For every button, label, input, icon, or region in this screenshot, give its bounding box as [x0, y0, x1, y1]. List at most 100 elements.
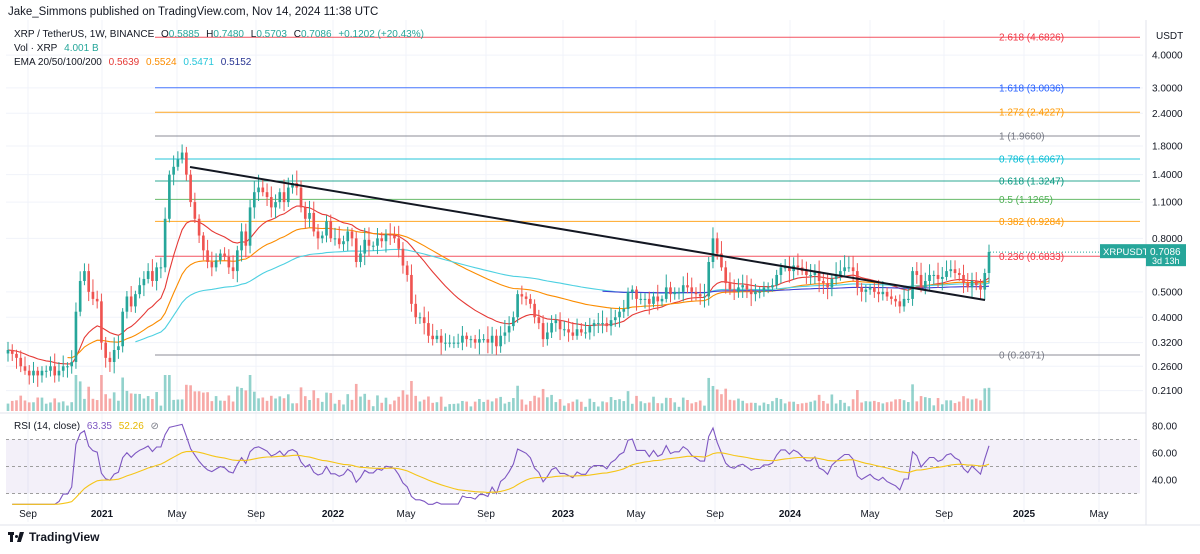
- candle-body: [567, 329, 570, 333]
- candle-body: [507, 326, 511, 333]
- volume-bar: [134, 393, 137, 411]
- volume-bar: [214, 396, 218, 411]
- volume-bar: [490, 401, 494, 411]
- volume-bar: [728, 399, 732, 411]
- candle-body: [783, 267, 787, 269]
- candle-body: [168, 174, 171, 219]
- volume-bar: [520, 399, 524, 411]
- candle-body: [809, 274, 812, 276]
- candle-body: [694, 291, 698, 295]
- x-tick-label: Sep: [477, 509, 495, 520]
- volume-bar: [202, 392, 205, 411]
- volume-bar: [278, 396, 282, 411]
- candle-body: [805, 271, 808, 275]
- candle-body: [397, 238, 401, 249]
- candle-body: [541, 323, 545, 340]
- candle-body: [257, 187, 260, 193]
- volume-bar: [966, 398, 970, 411]
- volume-bar: [185, 384, 188, 411]
- candle-body: [635, 289, 638, 299]
- volume-bar: [15, 400, 18, 411]
- candle-body: [44, 370, 48, 372]
- volume-bar: [945, 400, 948, 411]
- candle-body: [788, 267, 791, 272]
- candle-body: [771, 285, 774, 288]
- volume-bar: [749, 402, 753, 411]
- candle-body: [715, 238, 719, 254]
- tradingview-logo-icon: [8, 532, 24, 542]
- y-tick-label: 1.1000: [1152, 198, 1183, 209]
- volume-bar: [868, 401, 872, 411]
- rsi-line: [12, 423, 990, 505]
- candle-body: [877, 291, 880, 295]
- candle-body: [630, 289, 634, 292]
- candle-body: [639, 298, 643, 300]
- candle-body: [928, 274, 931, 282]
- candle-body: [104, 342, 107, 358]
- volume-bar: [388, 404, 392, 411]
- volume-bar: [783, 403, 787, 411]
- volume-bar: [363, 393, 367, 411]
- candle-body: [100, 301, 103, 343]
- volume-bar: [478, 398, 481, 411]
- candle-body: [202, 235, 205, 251]
- volume-bar: [189, 385, 192, 411]
- candle-body: [214, 260, 218, 268]
- x-tick-label: 2022: [322, 509, 345, 520]
- volume-bar: [295, 403, 299, 411]
- volume-bar: [639, 401, 643, 411]
- volume-bar: [558, 399, 562, 411]
- volume-bar: [643, 403, 647, 411]
- candle-body: [516, 294, 519, 318]
- candle-body: [129, 296, 133, 307]
- candle-body: [189, 174, 192, 203]
- tradingview-footer[interactable]: TradingView: [8, 530, 99, 544]
- candle-body: [66, 366, 69, 368]
- volume-bar: [236, 386, 239, 411]
- candle-body: [613, 317, 617, 321]
- candle-body: [117, 346, 120, 350]
- candle-body: [533, 303, 536, 318]
- rsi-legend[interactable]: RSI (14, close) 63.35 52.26 ⊘: [14, 421, 159, 432]
- candle-body: [308, 212, 311, 219]
- volume-bar: [312, 390, 316, 411]
- volume-bar: [618, 399, 621, 411]
- volume-bar: [49, 402, 52, 411]
- symbol-legend[interactable]: XRP / TetherUS, 1W, BINANCE O0.5885 H0.7…: [14, 29, 424, 40]
- candle-body: [953, 269, 957, 274]
- candle-body: [363, 239, 367, 254]
- volume-bar: [91, 398, 95, 411]
- candle-body: [660, 298, 664, 302]
- volume-bar: [664, 397, 668, 411]
- candle-layer: [6, 144, 991, 387]
- volume-bar: [495, 398, 498, 411]
- volume-bar: [915, 401, 919, 411]
- volume-bar: [303, 396, 307, 411]
- volume-legend[interactable]: Vol · XRP 4.001 B: [14, 43, 99, 54]
- candle-body: [354, 238, 358, 262]
- volume-bar: [826, 403, 829, 411]
- candle-body: [677, 291, 681, 293]
- volume-bar: [427, 396, 430, 411]
- candle-body: [864, 289, 868, 292]
- volume-bar: [839, 399, 842, 411]
- volume-bar: [448, 404, 451, 411]
- candle-body: [754, 291, 757, 295]
- candle-body: [868, 287, 872, 290]
- ema-legend[interactable]: EMA 20/50/100/200 0.5639 0.5524 0.5471 0…: [14, 57, 255, 68]
- volume-bar: [911, 384, 914, 411]
- candle-body: [775, 274, 778, 286]
- candle-body: [6, 349, 10, 354]
- fib-level-label: 1 (1.9660): [999, 132, 1045, 143]
- rsi-visibility-icon[interactable]: ⊘: [150, 421, 159, 432]
- volume-bar: [44, 403, 48, 411]
- tradingview-brand: TradingView: [29, 530, 100, 544]
- candle-body: [681, 285, 685, 292]
- candle-body: [384, 234, 388, 242]
- volume-bar: [53, 398, 57, 411]
- candle-body: [320, 235, 324, 239]
- candle-body: [766, 287, 770, 289]
- candle-body: [448, 342, 451, 344]
- candle-body: [303, 207, 307, 219]
